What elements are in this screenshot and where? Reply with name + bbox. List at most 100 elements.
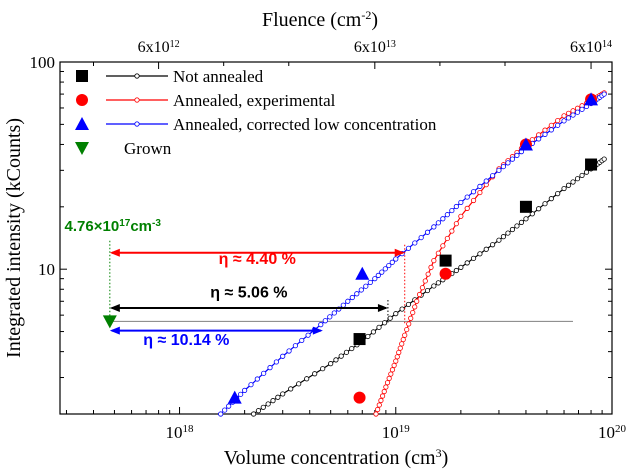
legend: Not annealed Annealed, experimental Anneal… (75, 67, 437, 158)
fit-marker-not-annealed (548, 196, 554, 202)
x-tick-base: 10 (382, 423, 399, 442)
fit-marker-not-annealed (387, 315, 393, 321)
fit-marker-annealed-corrected-low-concentration (514, 152, 520, 158)
y-tick-label: 100 (30, 53, 56, 72)
fit-marker-not-annealed (500, 234, 507, 240)
fit-marker-not-annealed (464, 260, 470, 266)
top-tick-label: 6x1014 (570, 39, 612, 57)
x-axis-title-main: Volume concentration (cm (224, 447, 436, 469)
label-eta-red: η ≈ 4.40 % (219, 251, 296, 268)
fit-marker-not-annealed (574, 176, 581, 182)
x-tick-label: 1020 (598, 423, 627, 442)
fit-marker-annealed-corrected-low-concentration (242, 387, 248, 393)
fit-marker-not-annealed (583, 169, 590, 175)
fit-marker-annealed-corrected-low-concentration (449, 207, 455, 214)
series-layer (102, 90, 607, 417)
fit-marker-annealed-experimental (458, 213, 464, 219)
x-tick-exp: 20 (615, 423, 627, 435)
fit-marker-annealed-corrected-low-concentration (561, 118, 567, 124)
fit-marker-annealed-corrected-low-concentration (483, 178, 489, 184)
fit-marker-annealed-corrected-low-concentration (431, 224, 437, 230)
top-axis-title-close: ) (371, 9, 378, 31)
fit-marker-not-annealed (496, 237, 502, 243)
fit-marker-not-annealed (509, 226, 516, 233)
fit-marker-annealed-corrected-low-concentration (379, 269, 385, 275)
fit-curve-annealed-experimental (375, 92, 605, 415)
fit-marker-not-annealed (514, 223, 520, 229)
fit-marker-not-annealed (565, 182, 572, 188)
fit-marker-annealed-corrected-low-concentration (570, 112, 576, 118)
fit-marker-annealed-corrected-low-concentration (405, 245, 412, 251)
y-axis-title: Integrated intensity (kCounts) (3, 118, 25, 358)
fit-marker-annealed-experimental (410, 309, 416, 316)
fit-marker-annealed-corrected-low-concentration (375, 272, 381, 278)
fit-marker-annealed-experimental (373, 411, 379, 417)
fit-marker-annealed-experimental (444, 235, 450, 242)
data-point-annealed-corrected-low-concentration (227, 390, 242, 404)
top-axis-title-sup: -2 (361, 8, 371, 22)
fit-marker-not-annealed (601, 156, 607, 162)
axis-labels: Volume concentration (cm3)Fluence (cm-2)… (3, 8, 448, 469)
fit-marker-annealed-experimental (555, 117, 561, 124)
fit-marker-not-annealed (431, 283, 437, 289)
legend-label: Annealed, experimental (173, 91, 336, 110)
x-tick-label: 1019 (382, 423, 411, 442)
fit-marker-annealed-corrected-low-concentration (444, 212, 450, 218)
fit-marker-annealed-experimental (399, 341, 405, 347)
fit-marker-annealed-experimental (400, 336, 406, 343)
fit-marker-annealed-corrected-low-concentration (412, 240, 418, 246)
fit-marker-annealed-corrected-low-concentration (226, 403, 232, 409)
fit-marker-annealed-experimental (404, 326, 410, 333)
x-tick-exp: 18 (183, 423, 195, 435)
fit-marker-not-annealed (343, 349, 350, 355)
fit-marker-not-annealed (349, 345, 355, 352)
fit-marker-not-annealed (376, 324, 382, 330)
fit-marker-not-annealed (424, 287, 431, 294)
fit-marker-not-annealed (542, 201, 548, 207)
top-tick-exp: 12 (170, 39, 180, 50)
x-tick-label: 1018 (166, 423, 195, 442)
legend-label: Annealed, corrected low concentration (173, 115, 437, 134)
annotation-grown-unit-sup: -3 (152, 217, 161, 228)
fit-marker-annealed-corrected-low-concentration (358, 287, 364, 293)
fit-marker-annealed-experimental (435, 250, 441, 256)
fit-marker-not-annealed (477, 251, 483, 257)
data-point-annealed-experimental (439, 267, 452, 280)
fit-marker-annealed-corrected-low-concentration (382, 266, 388, 272)
fit-marker-not-annealed (483, 246, 489, 252)
fit-marker-not-annealed (470, 255, 477, 261)
fit-marker-annealed-corrected-low-concentration (340, 302, 346, 308)
fit-marker-not-annealed (399, 306, 405, 312)
legend-label: Not annealed (173, 67, 264, 86)
fit-marker-not-annealed (518, 219, 525, 225)
fit-marker-annealed-corrected-low-concentration (327, 314, 333, 320)
legend-line-marker (134, 97, 140, 103)
fit-marker-annealed-corrected-low-concentration (393, 256, 399, 262)
fit-marker-annealed-experimental (384, 380, 391, 386)
fit-marker-not-annealed (304, 376, 310, 382)
fit-marker-annealed-corrected-low-concentration (363, 283, 369, 289)
fit-marker-annealed-corrected-low-concentration (555, 122, 561, 128)
top-axis-title: Fluence (cm-2) (262, 8, 378, 31)
data-point-not-annealed (585, 158, 598, 171)
fit-marker-annealed-corrected-low-concentration (418, 234, 424, 241)
fit-marker-annealed-corrected-low-concentration (548, 127, 554, 133)
fit-marker-annealed-corrected-low-concentration (299, 337, 305, 344)
top-tick-exp: 13 (386, 39, 396, 50)
x-tick-base: 10 (598, 423, 615, 442)
fit-marker-not-annealed (320, 366, 326, 372)
fit-marker-not-annealed (338, 353, 344, 359)
fit-marker-annealed-corrected-low-concentration (267, 365, 273, 371)
fit-marker-annealed-corrected-low-concentration (367, 279, 373, 286)
x-tick-base: 10 (166, 423, 183, 442)
fit-marker-not-annealed (393, 311, 399, 317)
fit-marker-annealed-corrected-low-concentration (286, 348, 292, 354)
fit-marker-annealed-experimental (378, 397, 384, 404)
fit-marker-annealed-corrected-low-concentration (601, 91, 607, 97)
fit-marker-annealed-experimental (565, 110, 572, 116)
fit-marker-annealed-experimental (388, 371, 394, 377)
top-tick-base: 6x10 (138, 39, 170, 56)
legend-marker (75, 117, 89, 130)
fit-marker-annealed-corrected-low-concentration (345, 298, 351, 304)
fit-marker-not-annealed (265, 401, 271, 407)
